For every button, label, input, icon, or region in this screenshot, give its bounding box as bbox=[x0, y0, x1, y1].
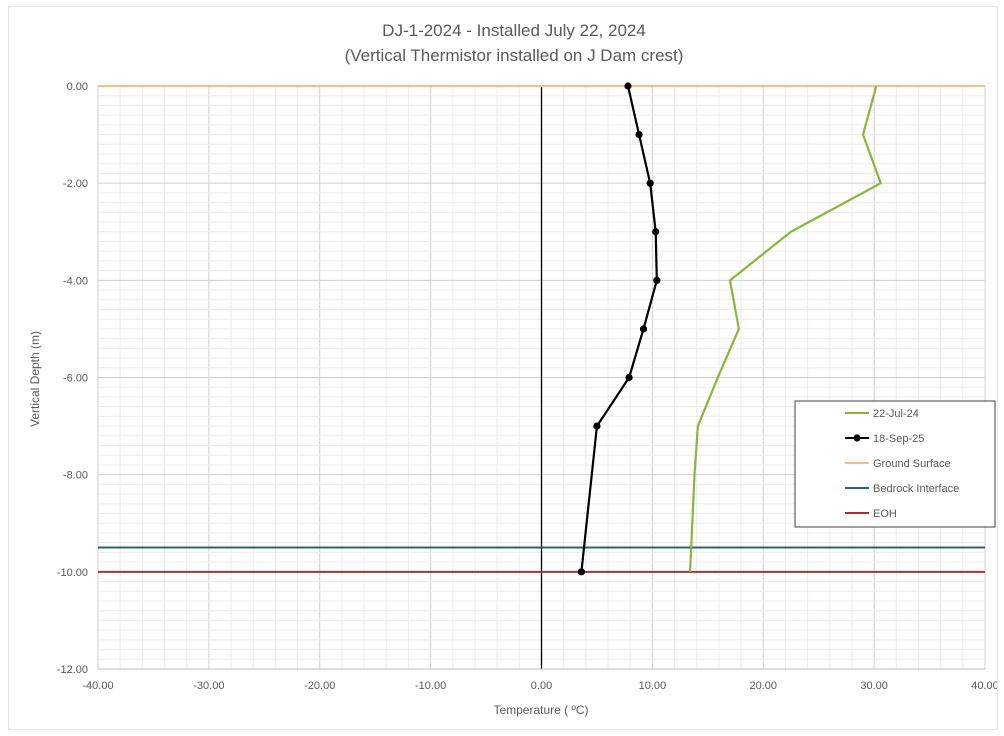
reference-lines bbox=[98, 85, 985, 573]
chart-title: DJ-1-2024 - Installed July 22, 2024 bbox=[382, 21, 646, 40]
y-axis-label: Vertical Depth (m) bbox=[28, 331, 42, 427]
x-tick-label: -40.00 bbox=[82, 680, 113, 692]
x-tick-label: -10.00 bbox=[415, 680, 446, 692]
x-tick-label: -20.00 bbox=[304, 680, 335, 692]
chart-subtitle: (Vertical Thermistor installed on J Dam … bbox=[345, 46, 684, 65]
x-tick-label: 40.00 bbox=[971, 680, 997, 692]
series-line-22-Jul-24 bbox=[688, 85, 882, 572]
x-tick-label: 20.00 bbox=[749, 680, 777, 692]
chart-svg: DJ-1-2024 - Installed July 22, 2024 (Ver… bbox=[28, 21, 997, 717]
x-tick-label: 0.00 bbox=[531, 680, 552, 692]
y-tick-label: -8.00 bbox=[63, 470, 88, 482]
y-tick-label: -4.00 bbox=[63, 275, 88, 287]
y-tick-label: 0.00 bbox=[67, 81, 88, 93]
legend-box bbox=[794, 400, 996, 528]
grid bbox=[97, 85, 986, 670]
data-point bbox=[652, 228, 660, 236]
y-tick-label: -6.00 bbox=[63, 373, 88, 385]
legend-items: 22-Jul-24 18-Sep-25 Ground Surface Bedrock … bbox=[845, 408, 959, 520]
y-tick-label: -2.00 bbox=[63, 178, 88, 190]
series bbox=[577, 82, 882, 576]
legend: 22-Jul-24 18-Sep-25 Ground Surface Bedrock … bbox=[794, 400, 996, 528]
legend-label: Bedrock Interface bbox=[873, 483, 959, 495]
data-point bbox=[625, 373, 633, 382]
legend-label: 22-Jul-24 bbox=[873, 408, 919, 420]
tick-labels: -40.00 -30.00 -20.00 -10.00 0.00 10.00 20.00 30… bbox=[57, 81, 997, 692]
data-point bbox=[653, 276, 661, 284]
data-point bbox=[646, 179, 654, 187]
y-tick-label: -12.00 bbox=[57, 664, 88, 676]
x-tick-label: -30.00 bbox=[193, 680, 224, 692]
data-point bbox=[577, 568, 586, 576]
y-tick-label: -10.00 bbox=[57, 567, 88, 579]
legend-label: Ground Surface bbox=[873, 458, 951, 470]
data-point bbox=[593, 422, 601, 430]
x-tick-label: 10.00 bbox=[639, 680, 667, 692]
chart-frame: DJ-1-2024 - Installed July 22, 2024 (Ver… bbox=[8, 6, 998, 730]
legend-label: EOH bbox=[873, 508, 897, 520]
data-point bbox=[639, 325, 648, 333]
legend-label: 18-Sep-25 bbox=[873, 433, 924, 445]
legend-marker bbox=[853, 434, 861, 442]
x-axis-label: Temperature ( ºC) bbox=[493, 703, 588, 717]
x-tick-label: 30.00 bbox=[860, 680, 888, 692]
data-point bbox=[624, 82, 632, 90]
data-point bbox=[635, 130, 643, 139]
